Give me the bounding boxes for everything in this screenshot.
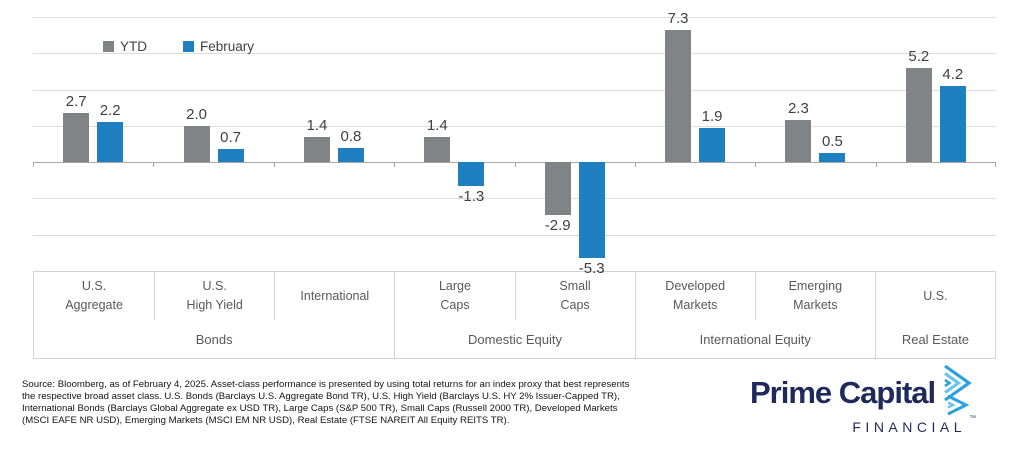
category-label: Emerging Markets xyxy=(754,272,875,320)
axis-tick xyxy=(394,162,395,168)
axis-tick xyxy=(635,162,636,168)
axis-tick xyxy=(515,162,516,168)
bar-value-label: 2.3 xyxy=(787,100,809,118)
bar-value-label: 0.5 xyxy=(821,133,843,151)
bar-ytd xyxy=(63,113,90,163)
bar-value-label: 7.3 xyxy=(667,9,689,27)
bar-february xyxy=(699,127,726,163)
axis-tick xyxy=(274,162,275,168)
bar-value-label: 0.8 xyxy=(340,127,362,145)
bar-value-label: 5.2 xyxy=(908,47,930,65)
bar-ytd xyxy=(424,136,451,163)
bar-value-label: -2.9 xyxy=(544,216,571,234)
ytd-legend-swatch xyxy=(103,41,114,52)
asset-group-label: Bonds xyxy=(195,331,233,347)
axis-tick xyxy=(755,162,756,168)
legend-item-ytd: YTD xyxy=(103,39,147,54)
source-line: the respective broad asset class. U.S. B… xyxy=(22,390,620,402)
logo-subtitle: FINANCIAL xyxy=(852,419,966,435)
category-label: Small Caps xyxy=(514,272,635,320)
bar-value-label: -5.3 xyxy=(578,260,605,278)
axis-tick xyxy=(995,162,996,168)
category-label: International xyxy=(274,272,394,320)
bar-ytd xyxy=(303,136,330,163)
trademark-symbol: ™ xyxy=(969,415,977,422)
bar-february xyxy=(97,122,124,163)
bar-ytd xyxy=(665,29,692,163)
bar-ytd xyxy=(785,120,812,163)
bar-ytd xyxy=(544,162,571,215)
category-label: U.S. High Yield xyxy=(154,272,274,320)
gridline xyxy=(33,234,996,236)
bar-value-label: -1.3 xyxy=(458,187,485,205)
chart-legend: YTD February xyxy=(103,39,254,54)
bar-february xyxy=(458,162,485,186)
category-label: U.S. xyxy=(874,272,995,320)
chevron-logo-icon: ™ xyxy=(942,364,976,422)
source-line: International Bonds (Barclays Global Agg… xyxy=(22,402,618,414)
gridline xyxy=(33,89,996,91)
zero-axis-line xyxy=(33,162,996,164)
asset-group-label: Domestic Equity xyxy=(394,320,634,358)
bar-february xyxy=(819,153,846,163)
category-label: Developed Markets xyxy=(634,272,755,320)
bar-february xyxy=(578,162,605,259)
bar-value-label: 4.2 xyxy=(942,65,964,83)
asset-group-label: International Equity xyxy=(634,320,875,358)
ytd-legend-label: YTD xyxy=(120,39,147,54)
bar-value-label: 0.7 xyxy=(220,129,242,147)
bar-value-label: 2.7 xyxy=(65,93,87,111)
bar-february xyxy=(939,85,966,163)
bar-value-label: 1.4 xyxy=(426,116,448,134)
axis-tick xyxy=(153,162,154,168)
bar-value-label: 1.4 xyxy=(306,116,328,134)
source-line: Source: Bloomberg, as of February 4, 202… xyxy=(22,379,630,390)
axis-tick xyxy=(33,162,34,168)
bar-value-label: 2.0 xyxy=(186,105,208,123)
legend-item-february: February xyxy=(183,39,254,54)
gridline xyxy=(33,17,996,18)
february-legend-label: February xyxy=(200,39,255,54)
bar-ytd xyxy=(183,125,210,163)
gridline xyxy=(33,53,996,55)
bar-february xyxy=(337,147,364,163)
asset-group-label: Real Estate xyxy=(874,320,995,358)
axis-tick xyxy=(876,162,877,168)
bar-value-label: 2.2 xyxy=(99,102,121,120)
source-note: Source: Bloomberg, as of February 4, 202… xyxy=(22,379,712,427)
prime-capital-logo: Prime Capital ™ FINANCIAL xyxy=(750,364,1006,435)
bar-value-label: 1.9 xyxy=(701,107,723,125)
february-legend-swatch xyxy=(183,41,194,52)
category-label: U.S. Aggregate xyxy=(65,279,123,312)
plot-area: YTD February 2.7 2.0 1.4 1.4 -2.9 7.3 2.3 5.2 2.… xyxy=(33,11,996,276)
gridline xyxy=(33,198,996,200)
bar-ytd xyxy=(905,67,932,163)
bar-february xyxy=(217,149,244,163)
category-label: Large Caps xyxy=(394,272,514,320)
logo-wordmark: Prime Capital xyxy=(750,375,936,410)
source-line: (MSCI EAFE NR USD), Emerging Markets (MS… xyxy=(22,414,510,426)
category-axis-table: U.S. Aggregate U.S. High Yield International… xyxy=(33,271,996,359)
gridline xyxy=(33,125,996,127)
